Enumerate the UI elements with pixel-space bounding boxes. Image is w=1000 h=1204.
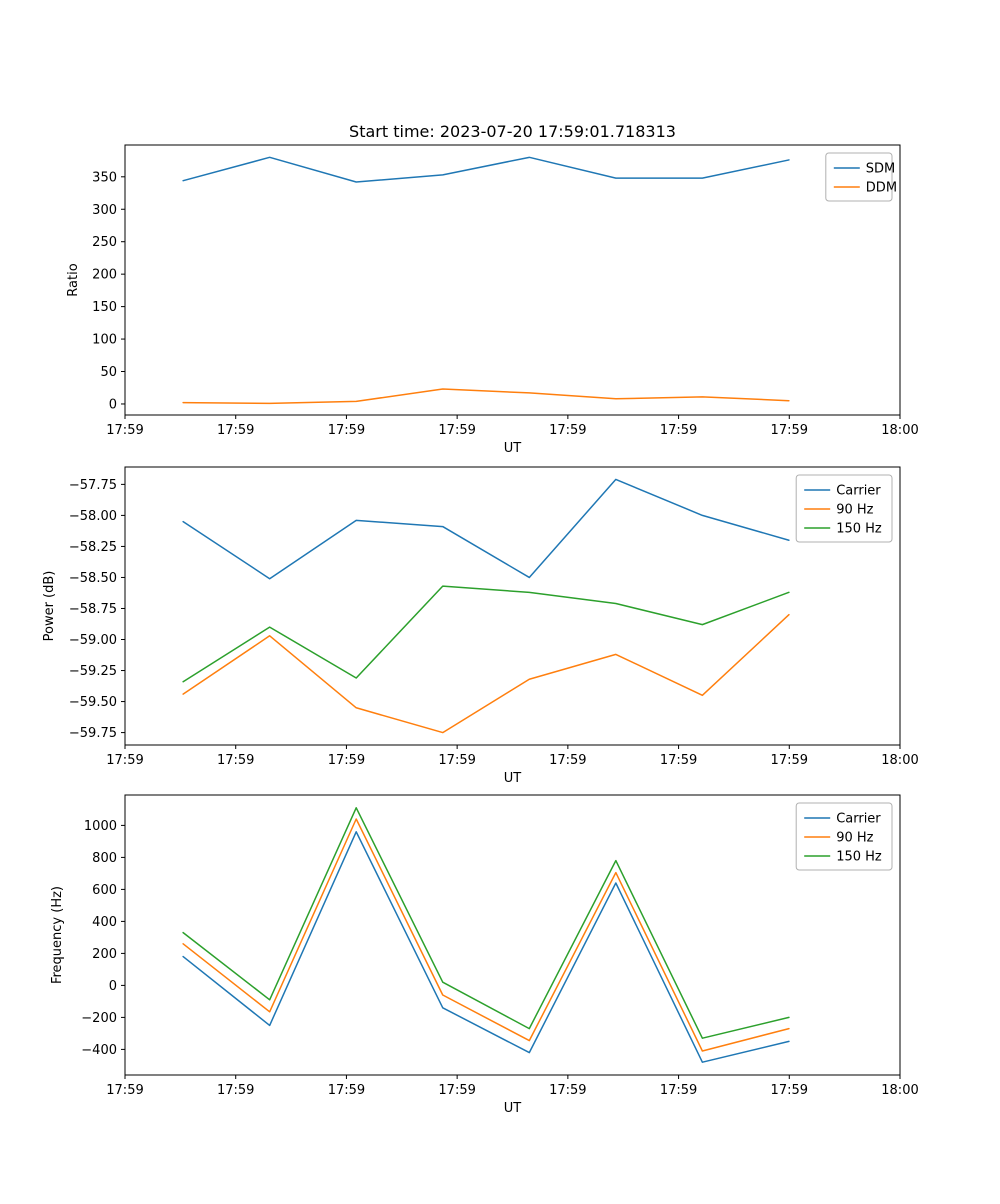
plot-frame	[124, 794, 901, 1076]
x-axis-label: UT	[504, 771, 522, 786]
y-tick-label: −57.75	[69, 478, 117, 493]
legend-label: Carrier	[836, 484, 881, 499]
x-tick-label: 17:59	[328, 1083, 365, 1098]
x-tick-label: 17:59	[549, 423, 586, 438]
y-tick-label: 400	[92, 915, 117, 930]
y-tick-label: 350	[92, 170, 117, 185]
plot-frame	[124, 144, 901, 416]
y-tick-label: 200	[92, 268, 117, 283]
y-axis-label: Ratio	[66, 263, 81, 296]
legend-box	[795, 474, 893, 543]
y-tick-label: 250	[92, 235, 117, 250]
legend-label: Carrier	[836, 812, 881, 827]
legend-box	[825, 152, 893, 202]
x-tick-label: 17:59	[438, 1083, 475, 1098]
x-tick-label: 18:00	[881, 753, 918, 768]
y-tick-label: −400	[81, 1043, 117, 1058]
x-tick-label: 17:59	[771, 1083, 808, 1098]
y-tick-label: −58.50	[69, 571, 117, 586]
y-tick-label: −58.75	[69, 602, 117, 617]
plot-frame	[124, 466, 901, 746]
x-tick-label: 17:59	[660, 423, 697, 438]
y-tick-label: 0	[109, 979, 117, 994]
x-tick-label: 17:59	[328, 753, 365, 768]
legend-label: 90 Hz	[836, 831, 873, 846]
x-tick-label: 17:59	[217, 423, 254, 438]
series-line-90-hz	[182, 613, 790, 734]
x-axis-label: UT	[504, 1101, 522, 1116]
x-tick-label: 17:59	[106, 423, 143, 438]
x-tick-label: 17:59	[438, 753, 475, 768]
y-tick-label: 800	[92, 851, 117, 866]
y-tick-label: 600	[92, 883, 117, 898]
y-tick-label: −200	[81, 1011, 117, 1026]
legend-box	[795, 802, 893, 871]
y-tick-label: −59.50	[69, 695, 117, 710]
series-line-carrier	[182, 478, 790, 580]
x-tick-label: 18:00	[881, 1083, 918, 1098]
y-tick-label: −58.25	[69, 540, 117, 555]
figure-title: Start time: 2023-07-20 17:59:01.718313	[349, 122, 676, 141]
x-tick-label: 17:59	[771, 753, 808, 768]
x-tick-label: 17:59	[217, 753, 254, 768]
x-tick-label: 17:59	[660, 1083, 697, 1098]
y-tick-label: −59.25	[69, 664, 117, 679]
y-tick-label: 150	[92, 300, 117, 315]
x-tick-label: 17:59	[771, 423, 808, 438]
x-tick-label: 17:59	[106, 753, 143, 768]
series-line-ddm	[182, 388, 790, 405]
y-tick-label: 1000	[84, 819, 117, 834]
x-tick-label: 17:59	[106, 1083, 143, 1098]
y-tick-label: 300	[92, 203, 117, 218]
x-tick-label: 17:59	[660, 753, 697, 768]
y-tick-label: 100	[92, 333, 117, 348]
x-tick-label: 17:59	[217, 1083, 254, 1098]
series-line-150-hz	[182, 585, 790, 683]
y-axis-label: Power (dB)	[42, 571, 57, 642]
legend-label: 150 Hz	[836, 522, 882, 537]
y-tick-label: −58.00	[69, 509, 117, 524]
legend-label: 90 Hz	[836, 503, 873, 518]
x-tick-label: 17:59	[328, 423, 365, 438]
y-tick-label: 200	[92, 947, 117, 962]
y-tick-label: 0	[109, 397, 117, 412]
y-axis-label: Frequency (Hz)	[50, 886, 65, 984]
y-tick-label: −59.00	[69, 633, 117, 648]
x-tick-label: 18:00	[881, 423, 918, 438]
series-line-sdm	[182, 156, 790, 183]
series-line-150-hz	[182, 807, 790, 1039]
y-tick-label: −59.75	[69, 726, 117, 741]
legend-label: DDM	[866, 181, 897, 196]
x-tick-label: 17:59	[549, 753, 586, 768]
x-axis-label: UT	[504, 441, 522, 456]
legend-label: 150 Hz	[836, 850, 882, 865]
x-tick-label: 17:59	[549, 1083, 586, 1098]
series-line-carrier	[182, 831, 790, 1063]
x-tick-label: 17:59	[438, 423, 475, 438]
legend-label: SDM	[866, 162, 895, 177]
y-tick-label: 50	[100, 365, 117, 380]
series-line-90-hz	[182, 818, 790, 1052]
